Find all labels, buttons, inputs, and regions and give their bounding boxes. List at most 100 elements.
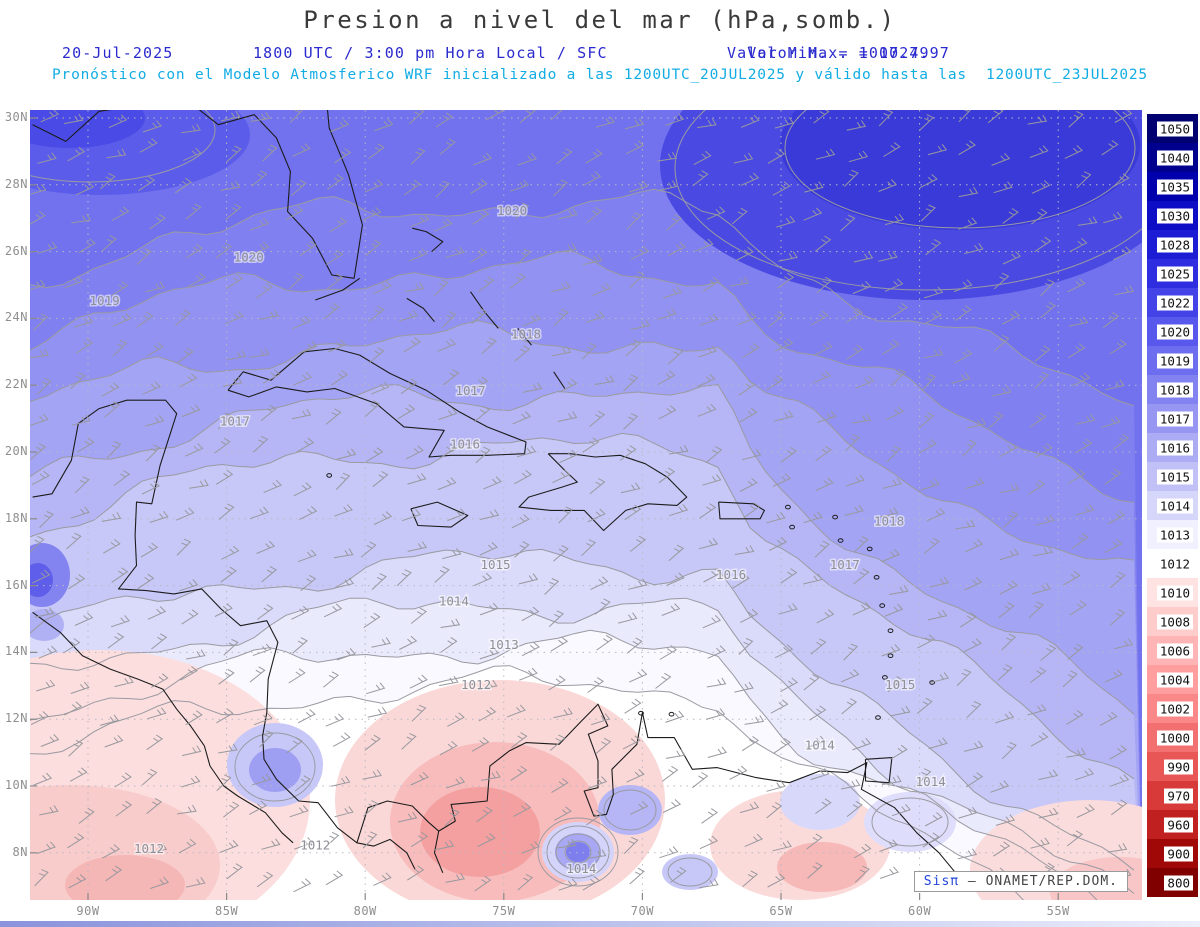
colorbar-value: 1022 [1156,295,1193,310]
min-value: Valor Min. = 1007.79 [727,44,930,62]
colorbar-cell: 1035 [1147,172,1198,201]
map-area: 1020 1020 1019 1018 1018 1017 1017 1017 1016 1016… [30,110,1142,900]
pressure-shading [30,110,1142,900]
contour-lines [30,110,1142,900]
colorbar-cell: 800 [1147,868,1198,897]
lon-tick-label: 65W [769,904,793,918]
colorbar-cell: 1004 [1147,665,1198,694]
colorbar-cell: 1008 [1147,607,1198,636]
contour-label: 1016 [716,567,746,582]
colorbar-value: 800 [1164,875,1193,890]
contour-label: 1014 [805,737,835,752]
colorbar-value: 1008 [1156,614,1193,629]
colorbar-cell: 990 [1147,752,1198,781]
colorbar-cell: 1010 [1147,578,1198,607]
lat-tick-label: 30N [4,110,28,124]
colorbar-value: 1010 [1156,585,1193,600]
colorbar-value: 1015 [1156,469,1193,484]
bottom-border-strip [0,921,1200,927]
wind-barbs [30,110,1135,893]
lat-tick-label: 28N [4,176,28,191]
lat-tick-label: 20N [4,444,28,458]
contour-label: 1017 [455,383,485,398]
lat-tick-label: 24N [4,310,28,325]
colorbar-value: 1019 [1156,353,1193,368]
colorbar-cell: 900 [1147,839,1198,868]
lat-tick-label: 26N [4,243,28,258]
contour-label: 1015 [480,557,510,572]
page-title: Presion a nivel del mar (hPa,somb.) [303,6,897,34]
colorbar-value: 1002 [1156,701,1193,716]
colorbar-cell: 1030 [1147,201,1198,230]
colorbar-value: 1050 [1156,121,1193,136]
colorbar-value: 1018 [1156,382,1193,397]
lat-tick-label: 18N [4,510,28,525]
colorbar-cell: 1016 [1147,433,1198,462]
colorbar-value: 1004 [1156,672,1193,687]
colorbar-value: 1035 [1156,179,1193,194]
colorbar-cell: 1040 [1147,143,1198,172]
colorbar-value: 1012 [1156,556,1193,571]
contour-labels: 1020 1020 1019 1018 1018 1017 1017 1017 1016 1016… [88,201,947,877]
lon-tick-label: 75W [492,904,516,918]
forecast-info-line: 20-Jul-2025 1800 UTC / 3:00 pm Hora Loca… [0,44,1200,64]
colorbar-value: 1020 [1156,324,1193,339]
colorbar-cell: 1017 [1147,404,1198,433]
colorbar-value: 1016 [1156,440,1193,455]
contour-label: 1019 [90,293,120,308]
contour-label: 1017 [220,413,250,428]
lon-tick-label: 90W [76,904,100,918]
colorbar-value: 1006 [1156,643,1193,658]
colorbar-value: 970 [1164,788,1193,803]
lat-tick-label: 22N [4,377,28,392]
colorbar-cell: 1015 [1147,462,1198,491]
minmax-values: Valor Min. = 1007.79 Valor Max. = 1024.9… [727,44,949,62]
model-info-line: Pronóstico con el Modelo Atmosferico WRF… [52,67,1148,83]
contour-label: 1012 [300,838,330,853]
colorbar-cell: 1018 [1147,375,1198,404]
colorbar-cell: 1028 [1147,230,1198,259]
colorbar-cell: 1002 [1147,694,1198,723]
colorbar-value: 900 [1164,846,1193,861]
lat-tick-label: 12N [4,711,28,726]
lon-tick-label: 60W [908,904,932,918]
colorbar-value: 1030 [1156,208,1193,223]
lon-tick-label: 85W [215,904,239,918]
colorbar-cell: 1014 [1147,491,1198,520]
colorbar-value: 1013 [1156,527,1193,542]
colorbar-value: 1040 [1156,150,1193,165]
contour-label: 1016 [450,437,480,452]
lat-tick-label: 16N [4,577,28,592]
contour-label: 1018 [874,514,904,529]
axis-ticks [30,117,1059,900]
colorbar-value: 1014 [1156,498,1193,513]
contour-label: 1012 [461,677,491,692]
max-value: Valor Max. = 1024.97 [747,44,950,62]
lat-tick-label: 10N [4,778,28,792]
org-name: – ONAMET/REP.DOM. [959,874,1118,889]
colorbar-value: 1028 [1156,237,1193,252]
lon-tick-label: 70W [630,904,654,918]
colorbar-cell: 1012 [1147,549,1198,578]
colorbar-cell: 1000 [1147,723,1198,752]
colorbar-value: 1025 [1156,266,1193,281]
contour-label: 1014 [916,774,946,789]
contour-label: 1015 [885,677,915,692]
colorbar-value: 960 [1164,817,1193,832]
credit-badge: Sisπ – ONAMET/REP.DOM. [913,871,1128,892]
contour-label: 1012 [134,841,164,856]
lon-tick-label: 55W [1046,904,1070,918]
contour-label: 1013 [489,637,519,652]
colorbar-value: 1017 [1156,411,1193,426]
colorbar-cell: 1019 [1147,346,1198,375]
contour-label: 1014 [439,594,469,609]
colorbar-cell: 1022 [1147,288,1198,317]
contour-label: 1020 [234,250,264,265]
pressure-map-svg: 1020 1020 1019 1018 1018 1017 1017 1017 1016 1016… [30,110,1142,900]
colorbar-cell: 1050 [1147,114,1198,143]
colorbar-cell: 1020 [1147,317,1198,346]
colorbar-cell: 1006 [1147,636,1198,665]
contour-label: 1014 [566,861,596,876]
colorbar-cell: 960 [1147,810,1198,839]
